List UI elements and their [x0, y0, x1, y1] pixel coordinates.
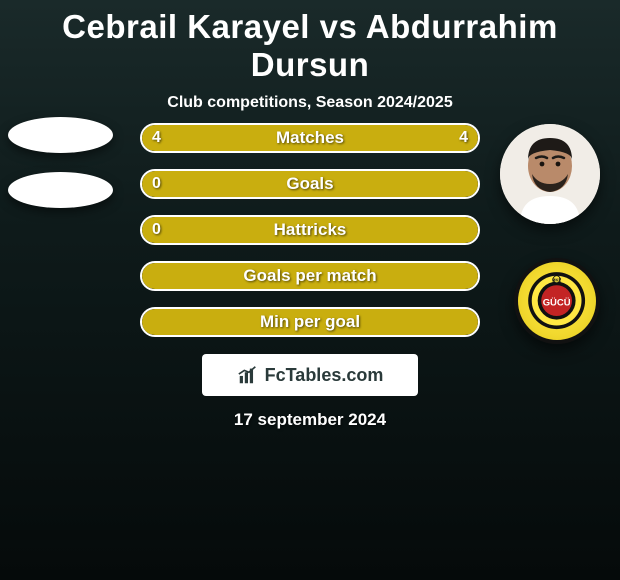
stat-row: Goals per match	[140, 261, 480, 291]
player-left-avatar-shape-1	[8, 117, 113, 153]
club-crest-icon: GÜCÜ MKE	[527, 271, 586, 330]
stats-container: Matches 4 4 Goals 0 Hattricks 0 Goals per match…	[140, 123, 480, 353]
player-face-icon	[500, 124, 600, 224]
page-title: Cebrail Karayel vs Abdurrahim Dursun	[0, 0, 620, 84]
stat-label: Goals	[286, 174, 333, 194]
chart-bars-icon	[237, 364, 259, 386]
svg-text:MKE: MKE	[552, 278, 561, 283]
stat-value-right: 4	[459, 129, 468, 147]
player-left-avatar-shape-2	[8, 172, 113, 208]
subtitle: Club competitions, Season 2024/2025	[0, 94, 620, 112]
stat-label: Goals per match	[243, 266, 376, 286]
date-label: 17 september 2024	[234, 410, 386, 430]
stat-value-left: 0	[152, 175, 161, 193]
player-right-avatar	[500, 124, 600, 224]
stat-label: Matches	[276, 128, 344, 148]
stat-label: Hattricks	[274, 220, 347, 240]
club-right-badge: GÜCÜ MKE	[514, 258, 600, 344]
stat-value-left: 4	[152, 129, 161, 147]
svg-text:GÜCÜ: GÜCÜ	[543, 298, 571, 309]
stat-value-left: 0	[152, 221, 161, 239]
stat-row: Matches 4 4	[140, 123, 480, 153]
stat-label: Min per goal	[260, 312, 360, 332]
watermark-text: FcTables.com	[265, 365, 384, 386]
stat-row: Goals 0	[140, 169, 480, 199]
watermark-badge: FcTables.com	[202, 354, 418, 396]
stat-row: Min per goal	[140, 307, 480, 337]
stat-row: Hattricks 0	[140, 215, 480, 245]
